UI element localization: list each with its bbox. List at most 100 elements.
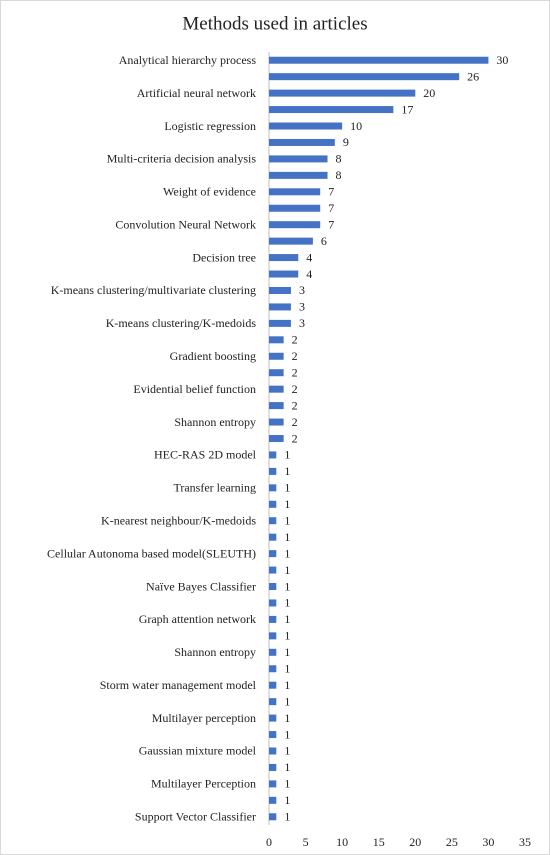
y-tick-label: Logistic regression (164, 119, 256, 133)
y-tick-label: K-nearest neighbour/K-medoids (101, 513, 256, 527)
data-label: 17 (401, 102, 413, 116)
data-label: 1 (284, 711, 290, 725)
bar (269, 615, 277, 623)
data-label: 2 (292, 431, 298, 445)
bar (269, 763, 277, 771)
bar (269, 747, 277, 755)
bar (269, 122, 343, 130)
bar (269, 89, 416, 97)
y-tick-label: Weight of evidence (163, 185, 256, 199)
data-label: 1 (284, 563, 290, 577)
y-tick-label: Naïve Bayes Classifier (146, 579, 256, 593)
bar (269, 237, 313, 245)
x-tick-label: 15 (373, 835, 385, 849)
bar (269, 467, 277, 475)
data-label: 4 (306, 250, 312, 264)
bar (269, 56, 489, 64)
y-tick-label: Multilayer Perception (151, 777, 256, 791)
bar (269, 681, 277, 689)
data-label: 1 (284, 662, 290, 676)
y-tick-label: K-means clustering/multivariate clusteri… (51, 283, 256, 297)
bar (269, 533, 277, 541)
y-tick-label: Support Vector Classifier (135, 810, 256, 824)
data-label: 3 (299, 300, 305, 314)
data-label: 1 (284, 497, 290, 511)
data-label: 1 (284, 596, 290, 610)
data-label: 1 (284, 530, 290, 544)
data-label: 1 (284, 546, 290, 560)
bar (269, 418, 284, 426)
data-label: 2 (292, 349, 298, 363)
data-label: 1 (284, 777, 290, 791)
y-tick-label: Shannon entropy (174, 645, 256, 659)
bar (269, 188, 321, 196)
bar (269, 369, 284, 377)
x-tick-label: 25 (446, 835, 458, 849)
y-tick-label: Gaussian mixture model (139, 744, 257, 758)
x-tick-label: 35 (519, 835, 531, 849)
y-tick-label: Analytical hierarchy process (119, 53, 257, 67)
data-label: 20 (423, 86, 435, 100)
bar (269, 73, 460, 81)
data-label: 9 (343, 135, 349, 149)
bar (269, 698, 277, 706)
data-label: 1 (284, 645, 290, 659)
data-label: 2 (292, 415, 298, 429)
bar (269, 204, 321, 212)
y-tick-label: Decision tree (192, 250, 256, 264)
data-label: 1 (284, 579, 290, 593)
y-tick-label: Multilayer perception (152, 711, 256, 725)
y-tick-label: Storm water management model (100, 678, 257, 692)
data-label: 2 (292, 365, 298, 379)
data-label: 1 (284, 464, 290, 478)
data-label: 1 (284, 793, 290, 807)
bar (269, 583, 277, 591)
data-label: 4 (306, 267, 312, 281)
y-tick-label: HEC-RAS 2D model (154, 448, 257, 462)
y-tick-label: Gradient boosting (170, 349, 256, 363)
x-tick-label: 20 (409, 835, 421, 849)
data-label: 7 (328, 185, 334, 199)
y-tick-label: Shannon entropy (174, 415, 256, 429)
data-label: 1 (284, 612, 290, 626)
data-label: 1 (284, 810, 290, 824)
data-label: 8 (336, 152, 342, 166)
bar (269, 221, 321, 229)
bar (269, 402, 284, 410)
data-label: 6 (321, 234, 327, 248)
bar (269, 796, 277, 804)
bar (269, 632, 277, 640)
data-label: 30 (496, 53, 508, 67)
y-tick-label: Convolution Neural Network (115, 217, 256, 231)
bar (269, 303, 291, 311)
bar (269, 731, 277, 739)
bar (269, 155, 328, 163)
bar (269, 385, 284, 393)
y-tick-label: Evidential belief function (133, 382, 256, 396)
data-label: 7 (328, 217, 334, 231)
data-label: 2 (292, 333, 298, 347)
bar (269, 714, 277, 722)
bar (269, 648, 277, 656)
data-label: 1 (284, 744, 290, 758)
bar (269, 517, 277, 525)
data-label: 3 (299, 316, 305, 330)
bar (269, 336, 284, 344)
x-tick-label: 5 (303, 835, 309, 849)
data-label: 7 (328, 201, 334, 215)
bar (269, 813, 277, 821)
data-label: 1 (284, 448, 290, 462)
bar (269, 500, 277, 508)
data-label: 1 (284, 694, 290, 708)
y-tick-label: Artificial neural network (137, 86, 256, 100)
x-tick-label: 30 (482, 835, 494, 849)
y-tick-label: Multi-criteria decision analysis (107, 152, 257, 166)
data-label: 1 (284, 481, 290, 495)
data-label: 3 (299, 283, 305, 297)
x-tick-label: 0 (266, 835, 272, 849)
bar (269, 599, 277, 607)
bar (269, 780, 277, 788)
data-label: 2 (292, 398, 298, 412)
chart-title: Methods used in articles (182, 13, 367, 34)
data-label: 1 (284, 760, 290, 774)
